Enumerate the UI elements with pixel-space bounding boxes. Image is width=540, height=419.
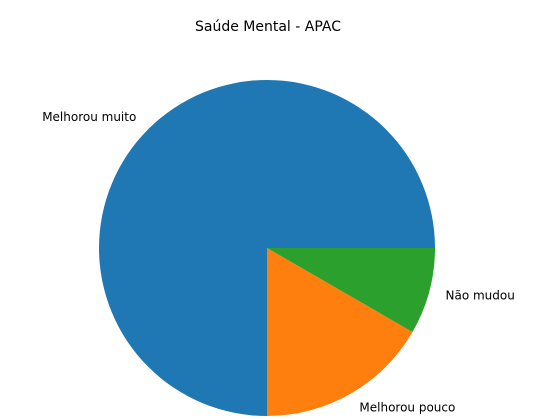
- pie-slice: [267, 248, 413, 416]
- pie-slice: [267, 248, 435, 332]
- chart-title: Saúde Mental - APAC: [195, 19, 341, 35]
- slice-label: Melhorou pouco: [359, 401, 455, 415]
- slice-label: Melhorou muito: [42, 110, 136, 124]
- slice-label: Não mudou: [446, 288, 515, 302]
